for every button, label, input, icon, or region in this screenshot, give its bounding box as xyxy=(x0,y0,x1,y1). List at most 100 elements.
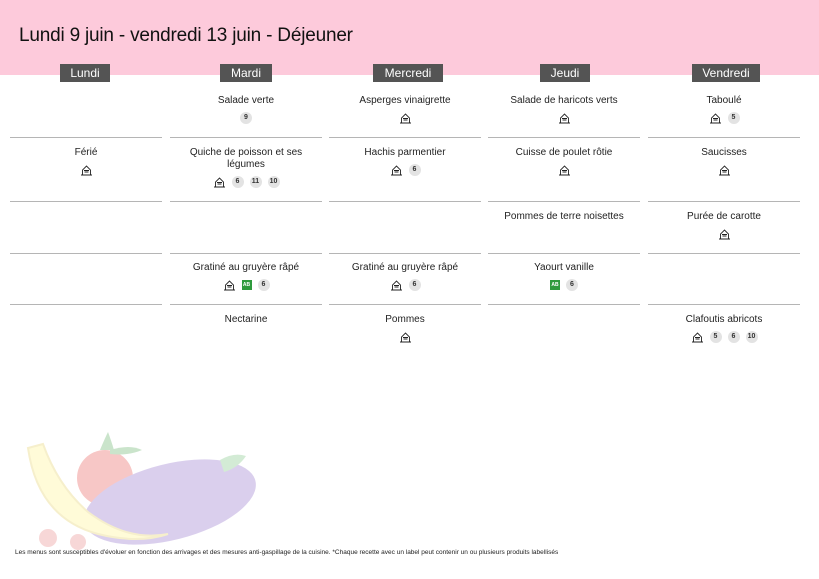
day-header-3: Jeudi xyxy=(540,64,590,82)
allergen-badge: 5 xyxy=(727,112,740,124)
dish-name: Pommes xyxy=(385,314,425,325)
allergen-badge: 6 xyxy=(257,279,270,291)
dish-labels: AB 6 xyxy=(170,279,322,291)
row-divider xyxy=(10,137,162,138)
dish-name: Salade verte xyxy=(217,95,275,106)
dish-name: Yaourt vanille xyxy=(534,262,594,273)
header-banner: Lundi 9 juin - vendredi 13 juin - Déjeun… xyxy=(0,0,819,75)
dish-name: Asperges vinaigrette xyxy=(359,95,451,106)
row-divider xyxy=(170,137,322,138)
row-divider xyxy=(329,304,481,305)
homemade-icon xyxy=(213,176,226,188)
menu-cell: Quiche de poisson et ses légumes 6 11 10 xyxy=(170,147,322,188)
dish-name: Purée de carotte xyxy=(687,211,761,222)
menu-cell: Gratiné au gruyère râpé AB 6 xyxy=(170,262,322,291)
dish-labels xyxy=(329,331,481,343)
allergen-badge: 6 xyxy=(566,279,578,291)
allergen-badge: 6 xyxy=(408,164,421,176)
allergen-badge: 6 xyxy=(231,176,244,188)
dish-name: Saucisses xyxy=(701,147,747,158)
dish-labels: 6 xyxy=(329,164,481,176)
dish-name: Quiche de poisson et ses légumes xyxy=(189,147,303,170)
dish-name: Cuisse de poulet rôtie xyxy=(515,147,613,158)
homemade-icon xyxy=(399,112,412,124)
menu-cell: Férié xyxy=(10,147,162,176)
dish-labels: 9 xyxy=(170,112,322,124)
row-divider xyxy=(488,253,640,254)
homemade-icon xyxy=(709,112,722,124)
organic-label-icon: AB xyxy=(550,280,560,290)
menu-cell: Pommes xyxy=(329,314,481,343)
day-header-2: Mercredi xyxy=(373,64,443,82)
row-divider xyxy=(648,201,800,202)
row-divider xyxy=(329,253,481,254)
row-divider xyxy=(488,137,640,138)
row-divider xyxy=(648,253,800,254)
organic-label-icon: AB xyxy=(241,280,252,290)
homemade-icon xyxy=(558,164,571,176)
homemade-icon xyxy=(718,228,731,240)
allergen-badge: 11 xyxy=(249,176,262,188)
dish-name: Salade de haricots verts xyxy=(510,95,618,106)
dish-labels xyxy=(329,112,481,124)
homemade-icon xyxy=(390,279,403,291)
dish-name: Gratiné au gruyère râpé xyxy=(192,262,300,273)
footer-note: Les menus sont susceptibles d'évoluer en… xyxy=(15,549,559,556)
dish-labels xyxy=(488,112,640,124)
row-divider xyxy=(648,304,800,305)
dish-name: Pommes de terre noisettes xyxy=(504,211,624,222)
dish-labels xyxy=(488,164,640,176)
menu-cell: Yaourt vanille AB 6 xyxy=(488,262,640,291)
menu-cell: Pommes de terre noisettes xyxy=(488,211,640,223)
homemade-icon xyxy=(223,279,236,291)
menu-cell: Cuisse de poulet rôtie xyxy=(488,147,640,176)
dish-labels: 6 11 10 xyxy=(170,176,322,188)
row-divider xyxy=(329,201,481,202)
allergen-badge: 10 xyxy=(745,331,758,343)
menu-cell: Asperges vinaigrette xyxy=(329,95,481,124)
dish-name: Gratiné au gruyère râpé xyxy=(351,262,459,273)
menu-cell: Hachis parmentier 6 xyxy=(329,147,481,176)
allergen-badge: 10 xyxy=(267,176,280,188)
dish-labels: 6 xyxy=(329,279,481,291)
homemade-icon xyxy=(399,331,412,343)
row-divider xyxy=(329,137,481,138)
row-divider xyxy=(10,201,162,202)
dish-name: Férié xyxy=(74,147,98,158)
day-header-1: Mardi xyxy=(220,64,272,82)
homemade-icon xyxy=(691,331,704,343)
day-header-0: Lundi xyxy=(60,64,110,82)
row-divider xyxy=(170,304,322,305)
menu-cell: Nectarine xyxy=(170,314,322,326)
dish-labels: AB 6 xyxy=(488,279,640,291)
menu-cell: Saucisses xyxy=(648,147,800,176)
row-divider xyxy=(488,304,640,305)
menu-cell: Salade verte 9 xyxy=(170,95,322,124)
menu-cell: Salade de haricots verts xyxy=(488,95,640,124)
homemade-icon xyxy=(558,112,571,124)
row-divider xyxy=(170,253,322,254)
row-divider xyxy=(648,137,800,138)
allergen-badge: 5 xyxy=(709,331,722,343)
dish-labels xyxy=(648,228,800,240)
fruits-vegetables-illustration xyxy=(26,432,256,550)
day-header-4: Vendredi xyxy=(692,64,760,82)
row-divider xyxy=(10,304,162,305)
row-divider xyxy=(170,201,322,202)
menu-cell: Purée de carotte xyxy=(648,211,800,240)
dish-name: Nectarine xyxy=(224,314,268,325)
dish-name: Clafoutis abricots xyxy=(685,314,763,325)
menu-cell: Taboulé 5 xyxy=(648,95,800,124)
row-divider xyxy=(488,201,640,202)
menu-cell: Gratiné au gruyère râpé 6 xyxy=(329,262,481,291)
row-divider xyxy=(10,253,162,254)
allergen-badge: 9 xyxy=(240,112,252,124)
allergen-badge: 6 xyxy=(727,331,740,343)
dish-name: Taboulé xyxy=(706,95,742,106)
homemade-icon xyxy=(80,164,93,176)
page-title: Lundi 9 juin - vendredi 13 juin - Déjeun… xyxy=(19,25,353,46)
dish-name: Hachis parmentier xyxy=(364,147,446,158)
dish-labels: 5 6 10 xyxy=(648,331,800,343)
allergen-badge: 6 xyxy=(408,279,421,291)
dish-labels: 5 xyxy=(648,112,800,124)
